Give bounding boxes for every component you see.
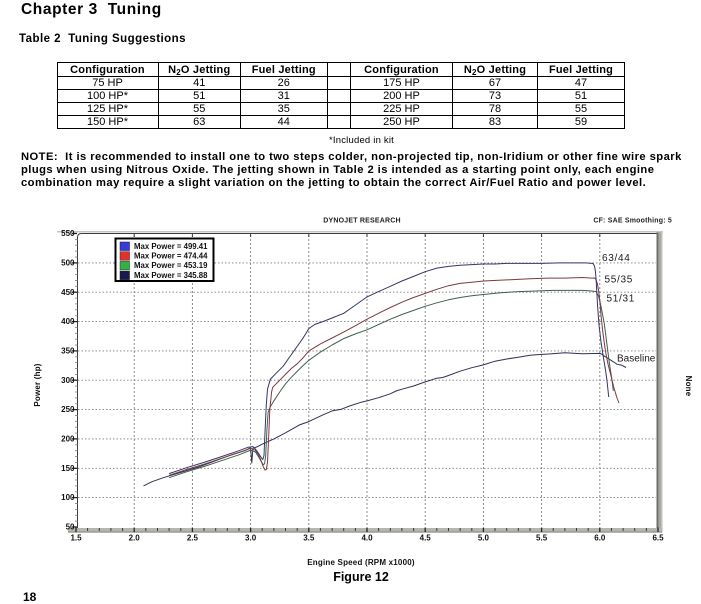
svg-text:1.5: 1.5 xyxy=(70,534,82,543)
svg-text:3.5: 3.5 xyxy=(303,534,315,543)
svg-text:2.0: 2.0 xyxy=(129,534,141,543)
svg-text:Baseline: Baseline xyxy=(617,354,656,365)
svg-text:Max Power = 345.88: Max Power = 345.88 xyxy=(134,271,208,280)
svg-text:50: 50 xyxy=(66,523,75,532)
svg-text:400: 400 xyxy=(61,317,75,326)
svg-text:550: 550 xyxy=(61,229,75,238)
svg-text:3.0: 3.0 xyxy=(245,534,257,543)
svg-text:Engine Speed (RPM x1000): Engine Speed (RPM x1000) xyxy=(307,558,415,567)
svg-text:CF: SAE Smoothing: 5: CF: SAE Smoothing: 5 xyxy=(593,218,672,225)
svg-text:300: 300 xyxy=(61,376,75,385)
svg-text:Max Power = 474.44: Max Power = 474.44 xyxy=(134,252,208,261)
svg-text:Max Power = 499.41: Max Power = 499.41 xyxy=(134,242,208,251)
svg-text:5.0: 5.0 xyxy=(478,534,490,543)
svg-text:DYNOJET RESEARCH: DYNOJET RESEARCH xyxy=(323,218,401,225)
svg-text:51/31: 51/31 xyxy=(607,294,636,305)
svg-text:5.5: 5.5 xyxy=(536,534,548,543)
svg-text:350: 350 xyxy=(61,347,75,356)
svg-text:63/44: 63/44 xyxy=(602,253,631,264)
svg-text:None: None xyxy=(684,376,693,397)
svg-text:55/35: 55/35 xyxy=(605,275,634,286)
svg-text:450: 450 xyxy=(61,288,75,297)
svg-text:Power (hp): Power (hp) xyxy=(33,363,42,406)
svg-text:250: 250 xyxy=(61,405,75,414)
svg-text:100: 100 xyxy=(61,493,75,502)
svg-text:6.5: 6.5 xyxy=(652,534,664,543)
svg-text:500: 500 xyxy=(61,259,75,268)
svg-text:150: 150 xyxy=(61,464,75,473)
svg-text:Max Power = 453.19: Max Power = 453.19 xyxy=(134,261,208,270)
svg-text:4.5: 4.5 xyxy=(420,534,432,543)
svg-text:200: 200 xyxy=(61,435,75,444)
svg-text:6.0: 6.0 xyxy=(594,534,606,543)
svg-text:4.0: 4.0 xyxy=(361,534,373,543)
svg-text:2.5: 2.5 xyxy=(187,534,199,543)
